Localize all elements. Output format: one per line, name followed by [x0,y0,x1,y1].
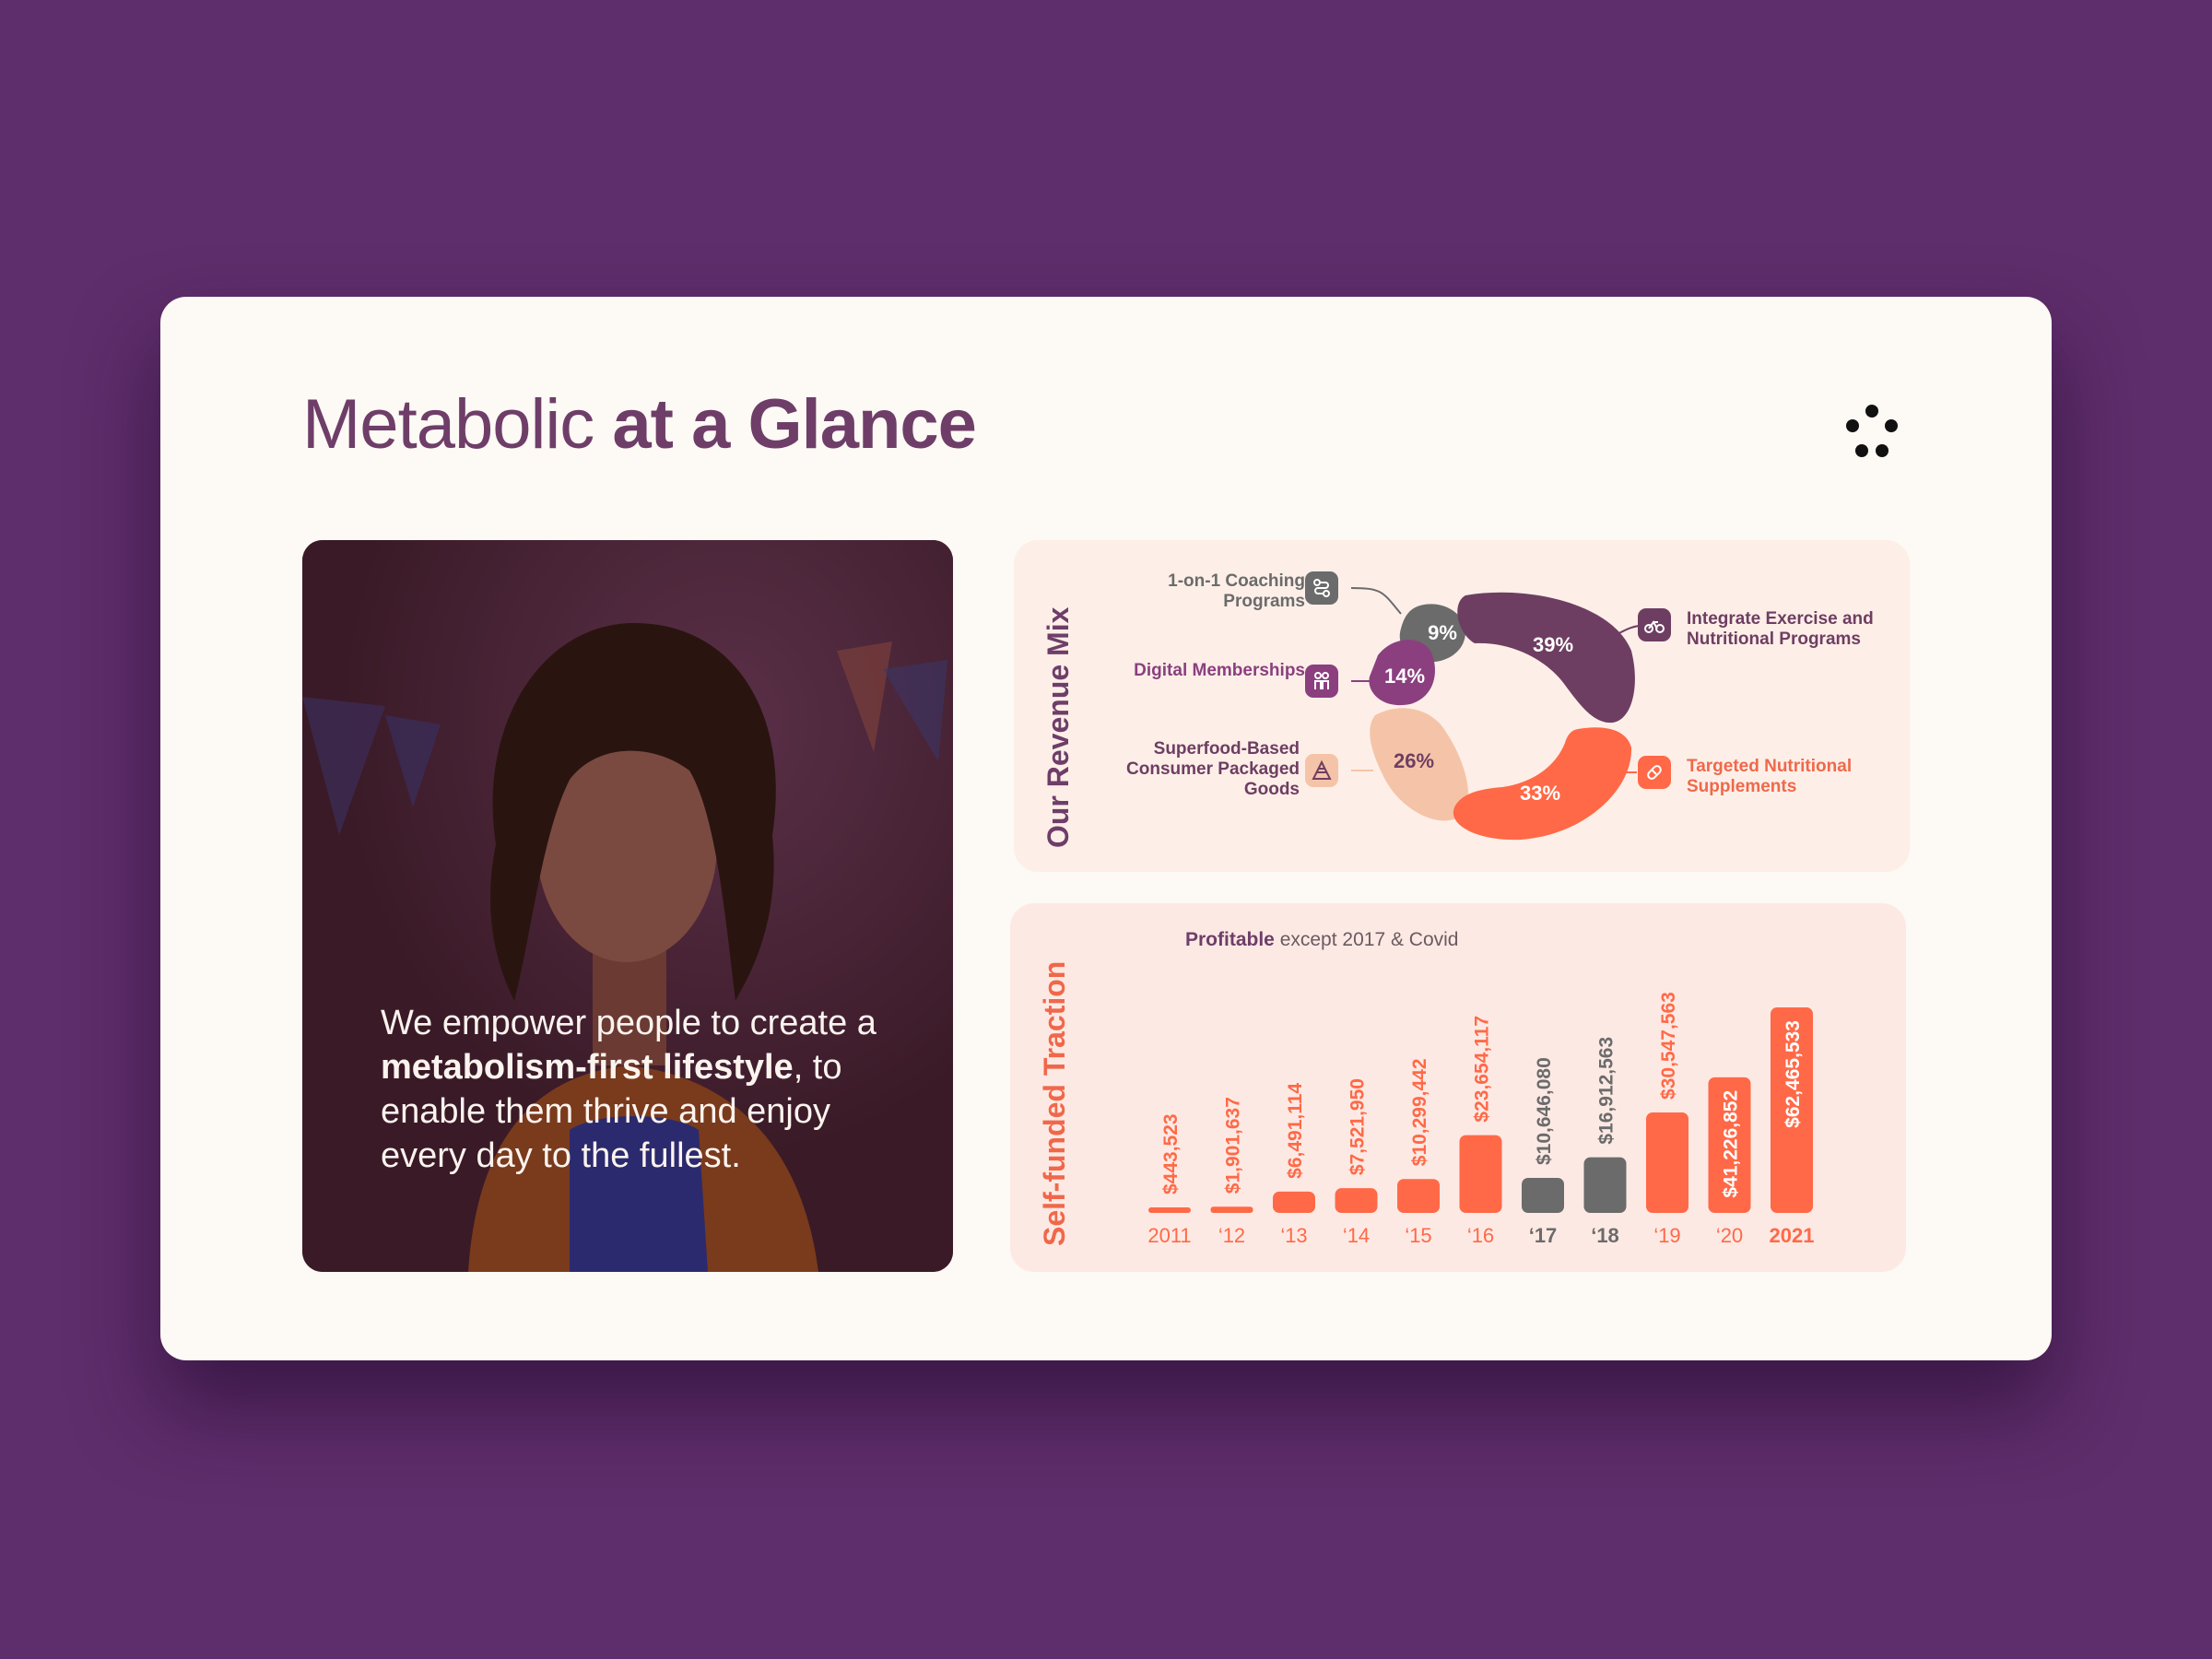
pct-digital: 14% [1383,665,1426,688]
x-tick-label-5: ‘16 [1467,1224,1494,1247]
pct-superfood: 26% [1393,749,1435,772]
page-title: Metabolic at a Glance [302,385,977,464]
bar-10 [1771,1007,1813,1213]
bar-3 [1335,1188,1378,1213]
x-tick-label-3: ‘14 [1343,1224,1370,1247]
bar-value-label-10: $62,465,533 [1783,1020,1804,1128]
pill-icon [1638,756,1671,789]
x-tick-label-1: ‘12 [1218,1224,1245,1247]
label-supplements: Targeted Nutritional Supplements [1687,757,1853,796]
pct-supplements: 33% [1519,782,1561,805]
hero-photo: We empower people to create a metabolism… [302,540,953,1272]
people-icon [1305,665,1338,698]
x-tick-label-4: ‘15 [1405,1224,1431,1247]
bar-2 [1273,1191,1315,1213]
bar-value-label-8: $30,547,563 [1658,992,1679,1100]
portrait-illustration [302,540,953,1272]
bar-4 [1397,1179,1440,1213]
bar-value-label-5: $23,654,117 [1472,1016,1493,1123]
x-tick-label-8: ‘19 [1653,1224,1680,1247]
food-pyramid-icon [1305,754,1338,787]
bar-value-label-2: $6,491,114 [1285,1083,1306,1179]
label-exercise: Integrate Exercise and Nutritional Progr… [1687,609,1874,649]
bar-value-label-7: $16,912,563 [1596,1037,1618,1145]
slide-card: Metabolic at a Glance W [160,297,2052,1360]
segment-exercise [1457,592,1635,724]
bar-value-label-4: $10,299,442 [1409,1058,1430,1166]
bar-6 [1522,1178,1564,1213]
revenue-bar-chart: $443,523 2011 $1,901,637 ‘12 $6,491,114 ‘13 $7… [1147,992,1815,1247]
pct-coaching: 9% [1428,621,1457,644]
segment-superfood [1370,708,1469,821]
revenue-mix-panel: Our Revenue Mix 9% 14% 26% 39% 33% 1-on-… [1014,540,1910,872]
traction-panel: Self-funded Traction Profitable except 2… [1010,903,1906,1272]
x-tick-label-6: ‘17 [1529,1224,1558,1247]
x-tick-label-0: 2011 [1147,1224,1191,1247]
label-coaching: 1-on-1 Coaching Programs [1168,571,1305,611]
x-tick-label-2: ‘13 [1280,1224,1307,1247]
bar-1 [1210,1206,1253,1213]
segment-digital [1369,640,1435,706]
mission-statement: We empower people to create a metabolism… [381,1004,877,1175]
route-icon [1305,571,1338,605]
segment-supplements [1453,727,1632,841]
bar-value-label-3: $7,521,950 [1347,1078,1369,1175]
bar-9 [1708,1077,1751,1213]
bar-value-label-1: $1,901,637 [1223,1097,1244,1194]
chart-subtitle: Profitable except 2017 & Covid [1185,929,1459,950]
label-digital: Digital Memberships [1134,661,1305,680]
bar-8 [1646,1112,1688,1213]
x-tick-label-9: ‘20 [1716,1224,1743,1247]
bar-0 [1148,1207,1191,1213]
bar-value-label-6: $10,646,080 [1534,1057,1555,1165]
bar-5 [1459,1135,1502,1213]
pct-exercise: 39% [1532,633,1574,656]
x-tick-label-10: 2021 [1770,1224,1815,1247]
five-dot-logo-icon [1846,405,1898,457]
bar-7 [1583,1157,1627,1213]
label-superfood: Superfood-Based Consumer Packaged Goods [1126,739,1300,799]
bar-value-label-0: $443,523 [1160,1113,1182,1194]
bar-value-label-9: $41,226,852 [1721,1090,1742,1198]
x-tick-label-7: ‘18 [1591,1224,1619,1247]
revenue-donut-chart [1350,587,1651,841]
bicycle-icon [1638,608,1671,641]
